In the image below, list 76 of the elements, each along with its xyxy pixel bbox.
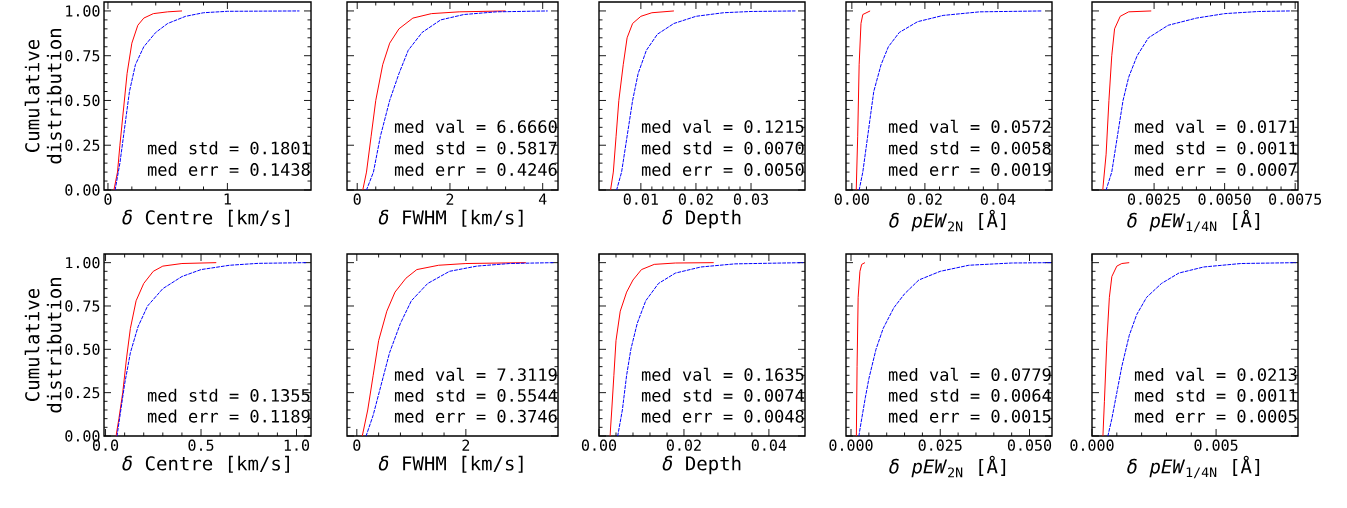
annotation: med std = 0.0074 — [641, 388, 804, 402]
x-tick-label: 2 — [462, 439, 470, 451]
x-tick-label: 4 — [538, 193, 547, 205]
annotation: med val = 0.0171 — [1134, 119, 1297, 134]
annotation: med val = 0.1635 — [641, 367, 804, 382]
x-tick-label: 0.000 — [1070, 439, 1114, 451]
x-tick-label: 0 — [104, 193, 112, 205]
x-tick-label: 0.5 — [188, 439, 214, 451]
annotation: med val = 0.0572 — [888, 119, 1051, 134]
annotation: med val = 0.0213 — [1134, 367, 1297, 382]
x-tick-label: 0.0050 — [1198, 193, 1251, 205]
text: δ pEW$_{2N}$ [Å] — [889, 455, 1006, 478]
annotation: med std = 0.5544 — [394, 388, 557, 402]
annotation: med err = 0.1438 — [147, 162, 310, 176]
annotation: med err = 0.0015 — [888, 409, 1051, 423]
x-axis-title: δ Depth — [662, 209, 741, 229]
x-tick-label: 0.00 — [581, 439, 617, 451]
x-tick-label: 0.04 — [751, 439, 787, 451]
text: δ pEW$_{2N}$ [Å] — [889, 209, 1006, 232]
y-tick-label: 0.75 — [65, 50, 100, 62]
y-tick-label: 0.50 — [65, 94, 100, 107]
x-tick-label: 0.000 — [829, 439, 873, 451]
y-tick-label: 1.00 — [66, 5, 100, 17]
x-tick-label: 0.0075 — [1269, 193, 1322, 205]
x-tick-label: 0.03 — [733, 193, 768, 205]
annotation: med std = 0.0011 — [1134, 141, 1297, 155]
annotation: med std = 0.0058 — [888, 141, 1051, 155]
annotation: med val = 6.6660 — [394, 119, 557, 134]
annotation: med err = 0.1189 — [147, 409, 310, 423]
x-tick-label: 0.01 — [623, 193, 658, 205]
annotation: med std = 0.0011 — [1134, 388, 1297, 402]
annotation: med err = 0.0019 — [888, 162, 1051, 176]
annotation: med std = 0.0070 — [641, 141, 804, 155]
y-axis-title: Cumulative distribution — [24, 278, 62, 413]
x-tick-label: 2 — [446, 193, 454, 205]
annotation: med val = 7.3119 — [394, 367, 557, 382]
y-tick-label: 0.00 — [65, 184, 100, 196]
x-axis-title: δ Centre [km/s] — [122, 455, 289, 473]
x-tick-label: 0.0025 — [1127, 193, 1180, 205]
x-tick-label: 0.04 — [980, 193, 1016, 205]
annotation: med err = 0.0007 — [1134, 162, 1297, 176]
x-tick-label: 0.050 — [1007, 439, 1052, 451]
x-tick-label: 0 — [353, 439, 361, 451]
y-tick-label: 1.00 — [66, 256, 100, 269]
text: δ pEW$_{1/4N}$ [Å] — [1127, 455, 1260, 479]
annotation: med err = 0.0005 — [1134, 409, 1297, 423]
annotation: med err = 0.0048 — [641, 409, 804, 423]
x-axis-title: δ Depth — [662, 455, 741, 475]
annotation: med err = 0.0050 — [641, 162, 804, 176]
x-axis-title: δ Centre [km/s] — [122, 209, 289, 227]
x-tick-label: 0.005 — [1194, 439, 1238, 451]
x-tick-label: 0.02 — [907, 193, 942, 205]
annotation: med val = 0.0779 — [888, 367, 1051, 382]
y-axis-title: Cumulative distribution — [24, 29, 62, 164]
annotation: med val = 0.1215 — [641, 119, 804, 134]
annotation: med std = 0.0064 — [888, 388, 1051, 402]
y-tick-label: 0.25 — [65, 139, 100, 151]
x-tick-label: 1 — [224, 193, 231, 205]
annotation: med err = 0.4246 — [394, 162, 557, 176]
x-axis-title: δ FWHM [km/s] — [378, 209, 523, 227]
x-axis-title: δ FWHM [km/s] — [378, 455, 523, 473]
x-tick-label: 1.0 — [284, 439, 310, 451]
y-tick-label: 0.25 — [65, 386, 100, 399]
annotation: med err = 0.3746 — [394, 409, 557, 423]
text: δ pEW$_{1/4N}$ [Å] — [1127, 209, 1260, 233]
x-tick-label: 0.025 — [918, 439, 962, 451]
annotation: med std = 0.1801 — [147, 141, 310, 155]
x-tick-label: 0.02 — [678, 193, 713, 205]
annotation: med std = 0.1355 — [147, 388, 310, 402]
x-tick-label: 0.00 — [834, 193, 869, 205]
x-tick-label: 0.02 — [666, 439, 701, 451]
annotation: med std = 0.5817 — [394, 141, 557, 155]
line-series — [115, 262, 217, 436]
y-tick-label: 0.50 — [65, 343, 100, 355]
y-tick-label: 0.75 — [65, 300, 100, 312]
x-tick-label: 0 — [353, 193, 361, 205]
